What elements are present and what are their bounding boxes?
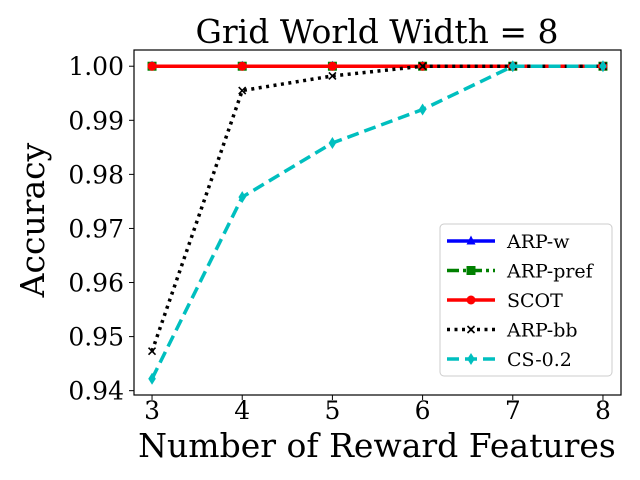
y-tick-label: 1.00	[68, 52, 124, 81]
legend-label-scot: SCOT	[507, 290, 563, 312]
x-tick-label: 4	[234, 396, 250, 425]
legend-marker-cs-0-2	[467, 353, 475, 365]
legend-entry-cs-0-2: CS-0.2	[447, 349, 572, 371]
data-point-cs-0-2	[599, 60, 607, 73]
x-tick-label: 5	[324, 396, 340, 425]
data-point-scot	[147, 61, 157, 71]
series-cs-0-2	[148, 60, 607, 385]
y-tick-label: 0.94	[68, 377, 124, 406]
legend-label-arp-pref: ARP-pref	[506, 261, 595, 283]
data-point-arp-bb	[328, 71, 337, 81]
series-line-cs-0-2	[150, 64, 603, 380]
x-axis-label: Number of Reward Features	[138, 426, 616, 465]
x-tick-label: 6	[415, 396, 431, 425]
legend-entry-arp-w: ARP-w	[447, 231, 570, 253]
x-axis: 3 4 5 6 7 8	[144, 395, 611, 425]
y-tick-label: 0.95	[68, 323, 124, 352]
x-tick-label: 3	[144, 396, 160, 425]
legend-entry-scot: SCOT	[447, 290, 563, 312]
data-point-arp-bb	[418, 62, 427, 71]
x-marker-stroke	[238, 86, 247, 95]
x-marker-stroke	[147, 347, 157, 356]
y-axis: 0.94 0.95 0.96 0.97 0.98 0.99 1.00	[68, 52, 134, 406]
legend-entry-arp-pref: ARP-pref	[447, 261, 595, 283]
data-point-cs-0-2	[238, 191, 247, 204]
data-point-arp-bb	[238, 86, 247, 95]
plot-frame	[133, 49, 622, 396]
x-marker-stroke	[328, 71, 337, 81]
data-point-cs-0-2	[328, 137, 337, 150]
y-axis-label: Accuracy	[13, 142, 52, 298]
y-tick-label: 0.99	[68, 106, 124, 135]
data-point-arp-bb	[147, 347, 157, 356]
legend-marker-scot	[466, 295, 476, 305]
legend-marker-arp-pref	[466, 266, 476, 275]
data-point-scot	[237, 61, 247, 71]
data-point-cs-0-2	[418, 103, 427, 116]
data-layer	[147, 60, 608, 385]
x-tick-label: 8	[595, 396, 611, 425]
series-arp-bb	[147, 62, 608, 356]
legend-marker-arp-w	[466, 235, 476, 245]
legend-marker-arp-bb	[466, 325, 476, 334]
chart-title: Grid World Width = 8	[196, 12, 559, 51]
legend-entries: ARP-w ARP-pref SCOT ARP-bb CS-0.2	[447, 231, 595, 371]
legend-entry-arp-bb: ARP-bb	[447, 320, 578, 342]
y-tick-label: 0.96	[68, 269, 124, 298]
data-point-cs-0-2	[508, 60, 517, 73]
x-marker-stroke	[418, 62, 427, 71]
series-line-arp-bb	[150, 64, 603, 352]
x-marker-stroke	[466, 325, 476, 334]
y-tick-label: 0.98	[68, 160, 124, 189]
legend-label-arp-bb: ARP-bb	[506, 320, 578, 342]
data-point-cs-0-2	[148, 372, 156, 385]
legend: ARP-w ARP-pref SCOT ARP-bb CS-0.2	[439, 223, 613, 377]
legend-frame	[439, 223, 613, 377]
legend-label-cs-0-2: CS-0.2	[507, 349, 572, 371]
legend-label-arp-w: ARP-w	[506, 231, 570, 253]
data-point-scot	[327, 61, 337, 71]
y-tick-label: 0.97	[68, 214, 124, 243]
x-tick-label: 7	[505, 396, 521, 425]
